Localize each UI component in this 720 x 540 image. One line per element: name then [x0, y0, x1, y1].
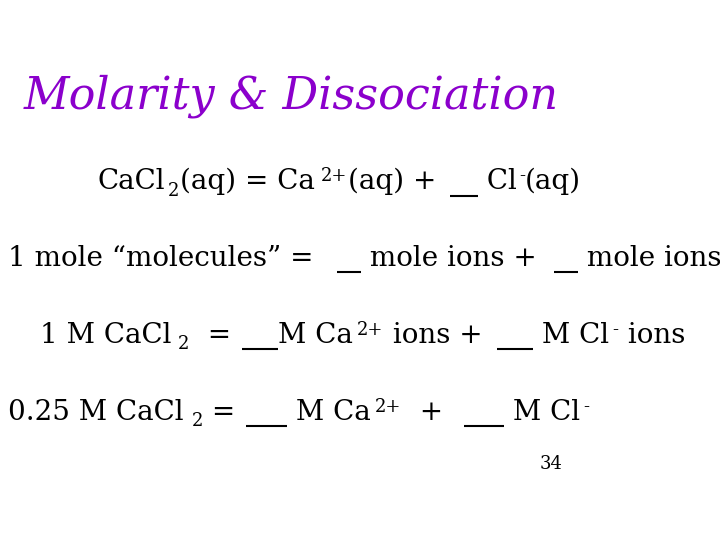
Text: =: =	[190, 322, 240, 349]
Text: CaCl: CaCl	[97, 168, 165, 195]
Text: Cl: Cl	[478, 168, 517, 195]
Text: -: -	[519, 167, 525, 185]
Text: 34: 34	[539, 455, 562, 474]
Text: 2: 2	[192, 412, 203, 430]
Text: 0.25 M CaCl: 0.25 M CaCl	[8, 399, 184, 426]
Text: 1 mole “molecules” =: 1 mole “molecules” =	[8, 245, 323, 272]
Text: ions +: ions +	[384, 322, 492, 349]
Text: 2+: 2+	[374, 397, 401, 416]
Text: (aq) = Ca: (aq) = Ca	[180, 167, 315, 195]
Text: mole ions +: mole ions +	[361, 245, 546, 272]
Text: 1 M CaCl: 1 M CaCl	[40, 322, 172, 349]
Text: M Cl: M Cl	[533, 322, 609, 349]
Text: M Ca: M Ca	[287, 399, 371, 426]
Text: =: =	[204, 399, 245, 426]
Text: 2: 2	[178, 335, 189, 353]
Text: (aq) +: (aq) +	[348, 167, 446, 195]
Text: M Ca: M Ca	[279, 322, 354, 349]
Text: (aq): (aq)	[525, 167, 581, 195]
Text: 2: 2	[168, 181, 179, 199]
Text: mole ions: mole ions	[578, 245, 720, 272]
Text: -: -	[613, 321, 618, 339]
Text: ions: ions	[618, 322, 685, 349]
Text: -: -	[583, 397, 590, 416]
Text: M Cl: M Cl	[504, 399, 580, 426]
Text: +: +	[402, 399, 461, 426]
Text: 2+: 2+	[320, 167, 347, 185]
Text: Molarity & Dissociation: Molarity & Dissociation	[24, 74, 559, 118]
Text: 2+: 2+	[356, 321, 383, 339]
